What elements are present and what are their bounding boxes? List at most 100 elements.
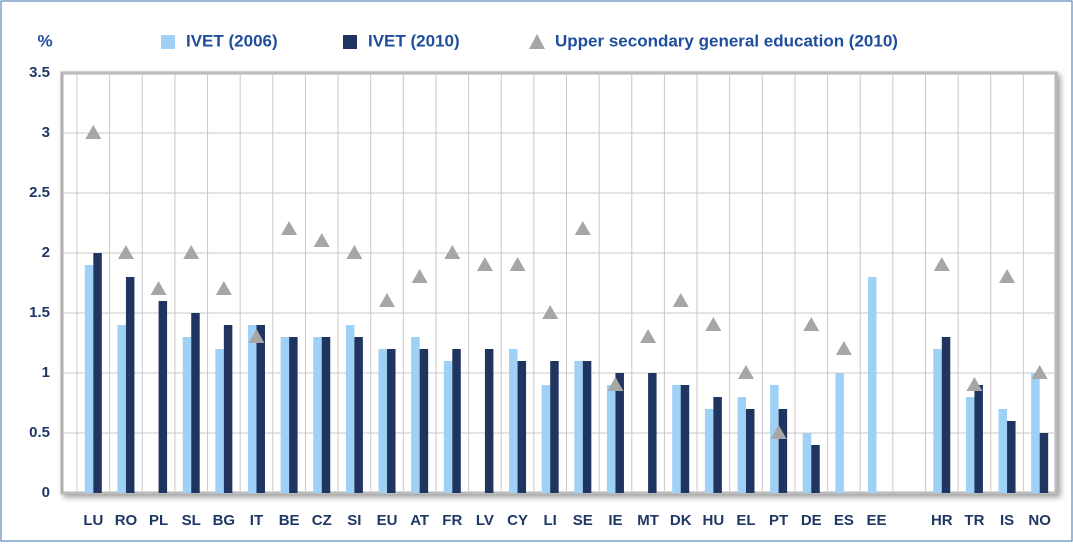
x-tick-label: HR	[931, 512, 953, 529]
bar	[509, 349, 518, 493]
bar	[289, 337, 298, 493]
bar	[704, 409, 714, 493]
x-tick-label: IT	[250, 512, 263, 529]
bar	[117, 325, 126, 493]
x-tick-label: MT	[637, 512, 659, 529]
bar	[182, 337, 192, 493]
bar	[835, 373, 844, 493]
bar	[517, 361, 527, 493]
x-tick-label: LI	[544, 512, 557, 529]
bar	[313, 337, 322, 493]
x-tick-label: HU	[703, 512, 725, 529]
bar	[1007, 421, 1016, 493]
marker	[640, 329, 657, 343]
bar	[419, 349, 429, 493]
bar	[941, 337, 951, 493]
legend-label: IVET (2010)	[368, 31, 460, 50]
bar	[550, 361, 559, 493]
bar	[745, 409, 755, 493]
x-tick-label: TR	[964, 512, 984, 529]
marker	[542, 305, 559, 319]
marker	[411, 269, 428, 283]
marker	[803, 317, 820, 331]
legend-label: Upper secondary general education (2010)	[555, 31, 898, 50]
x-tick-label: BG	[213, 512, 236, 529]
legend-swatch	[343, 35, 357, 49]
bar	[125, 277, 135, 493]
bar	[933, 349, 942, 493]
bar	[868, 277, 877, 493]
marker	[770, 425, 787, 439]
y-tick-label: 3	[42, 124, 50, 141]
y-tick-label: 1.5	[29, 304, 50, 321]
bar	[965, 397, 975, 493]
x-tick-label: LU	[83, 512, 103, 529]
x-tick-label: CZ	[312, 512, 332, 529]
marker	[672, 293, 689, 307]
x-tick-label: DK	[670, 512, 692, 529]
x-tick-label: PT	[769, 512, 788, 529]
x-tick-label: SE	[573, 512, 593, 529]
marker	[215, 281, 232, 295]
bar	[541, 385, 551, 493]
x-tick-label: EE	[867, 512, 887, 529]
bar	[1039, 433, 1049, 493]
bar	[484, 349, 494, 493]
bar	[606, 385, 616, 493]
bar	[582, 361, 592, 493]
bar	[680, 385, 690, 493]
x-tick-label: IE	[608, 512, 622, 529]
x-tick-label: RO	[115, 512, 138, 529]
x-tick-label: EL	[736, 512, 755, 529]
marker	[737, 365, 754, 379]
marker	[346, 245, 363, 259]
marker	[966, 377, 983, 391]
marker	[248, 329, 265, 343]
marker	[379, 293, 396, 307]
marker	[476, 257, 493, 271]
y-axis-label: %	[37, 31, 52, 50]
y-tick-label: 0.5	[29, 424, 50, 441]
bar	[802, 433, 812, 493]
marker	[835, 341, 852, 355]
marker	[574, 221, 591, 235]
x-tick-label: DE	[801, 512, 822, 529]
plot-area	[60, 71, 1058, 495]
marker	[933, 257, 950, 271]
bar	[280, 337, 290, 493]
marker	[150, 281, 167, 295]
x-tick-label: ES	[834, 512, 854, 529]
y-tick-label: 2.5	[29, 184, 50, 201]
bar	[648, 373, 657, 493]
bar	[811, 445, 820, 493]
bar	[713, 397, 722, 493]
x-tick-label: SL	[182, 512, 201, 529]
x-tick-label: PL	[149, 512, 168, 529]
x-tick-label: EU	[377, 512, 398, 529]
x-tick-label: AT	[410, 512, 429, 529]
x-tick-label: FR	[442, 512, 462, 529]
y-tick-label: 2	[42, 244, 50, 261]
bar	[223, 325, 233, 493]
bar	[378, 349, 388, 493]
bar	[84, 265, 94, 493]
legend-swatch	[529, 34, 545, 49]
marker	[705, 317, 722, 331]
bar	[354, 337, 363, 493]
bar	[737, 397, 746, 493]
bar	[443, 361, 453, 493]
bar	[778, 409, 788, 493]
bar	[345, 325, 355, 493]
bar	[215, 349, 224, 493]
x-tick-label: CY	[507, 512, 528, 529]
bar	[387, 349, 396, 493]
marker	[281, 221, 298, 235]
bar	[998, 409, 1008, 493]
marker	[607, 377, 624, 391]
bar	[411, 337, 420, 493]
y-tick-label: 3.5	[29, 64, 50, 81]
x-tick-label: SI	[347, 512, 361, 529]
marker	[509, 257, 526, 271]
x-tick-label: NO	[1028, 512, 1051, 529]
